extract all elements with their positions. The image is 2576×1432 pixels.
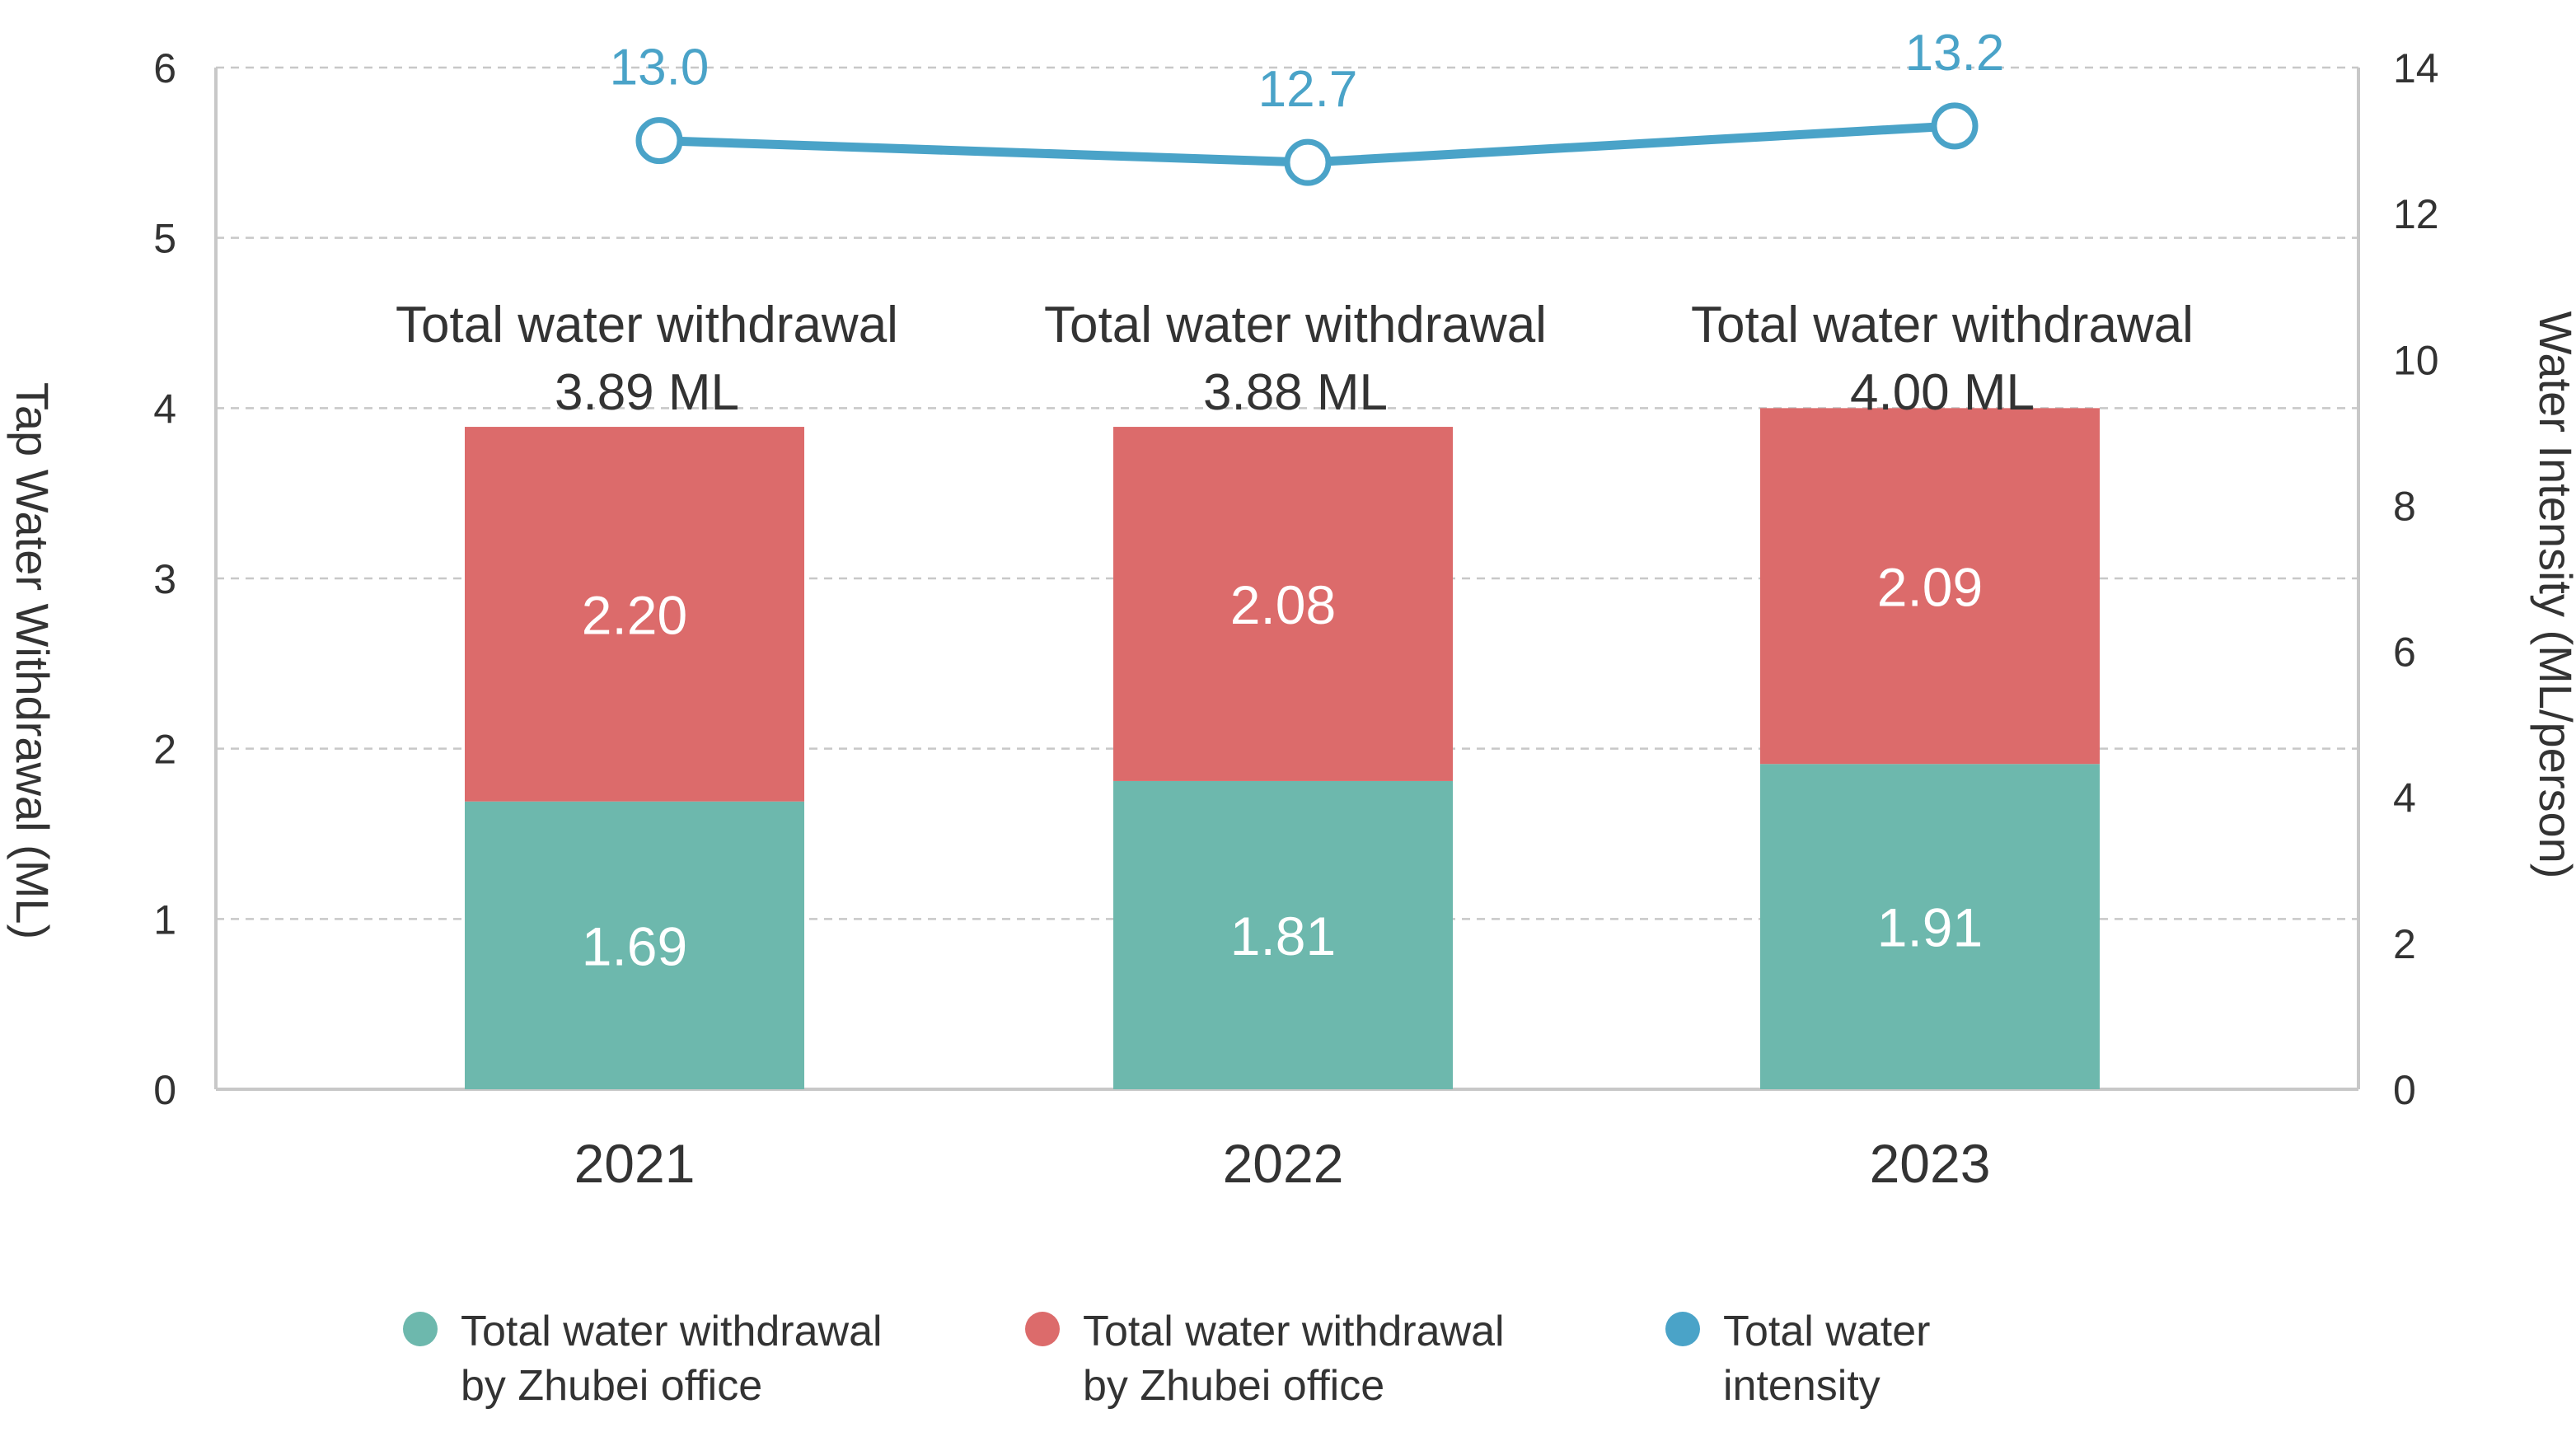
legend-label-line: intensity: [1723, 1362, 1880, 1410]
total-label-line1: Total water withdrawal: [1691, 297, 2194, 353]
total-label-line2: 3.89 ML: [555, 364, 739, 421]
y-tick-label: 6: [153, 45, 176, 91]
legend-marker: [403, 1312, 438, 1346]
bar-value-label: 1.69: [582, 915, 687, 976]
legend-label-line: Total water withdrawal: [461, 1308, 883, 1355]
bar-segment-zhubei-upper: [465, 427, 804, 802]
bar-value-label: 1.91: [1877, 897, 1983, 958]
total-label-line2: 4.00 ML: [1850, 364, 2035, 421]
intensity-value-label: 13.0: [610, 40, 710, 96]
y2-tick-label: 12: [2393, 191, 2439, 237]
y-tick-label: 5: [153, 216, 176, 262]
intensity-point: [1284, 138, 1332, 186]
bar-value-label: 2.09: [1877, 556, 1983, 617]
x-tick-label: 2023: [1870, 1133, 1991, 1194]
legend-label: Total water withdrawal by Zhubei office: [1083, 1308, 1505, 1410]
intensity-value-label: 12.7: [1258, 61, 1358, 118]
y2-tick-label: 4: [2393, 775, 2416, 821]
intensity-point: [1931, 102, 1979, 150]
y2-tick-label: 14: [2393, 45, 2439, 91]
legend: Total water withdrawal by Zhubei officeTo…: [403, 1308, 1930, 1410]
bar-segment-zhubei-lower: [1113, 780, 1453, 1089]
total-label-line1: Total water withdrawal: [1044, 297, 1547, 353]
bar-value-label: 2.20: [582, 584, 687, 645]
bar-segment-zhubei-lower: [1760, 764, 2100, 1089]
bar-segment-zhubei-upper: [1760, 408, 2100, 765]
bars: [465, 408, 2100, 1089]
intensity-point: [635, 117, 683, 165]
y2-tick-label: 6: [2393, 629, 2416, 676]
intensity-line: 13.0 12.7 13.2: [610, 25, 2005, 186]
legend-label-line: by Zhubei office: [1083, 1362, 1384, 1410]
bar-segment-zhubei-upper: [1113, 427, 1453, 781]
y2-tick-label: 2: [2393, 921, 2416, 967]
legend-label: Total water withdrawal by Zhubei office: [461, 1308, 883, 1410]
y-axis-title: Tap Water Withdrawal (ML): [7, 382, 59, 939]
y2-tick-label: 0: [2393, 1067, 2416, 1113]
x-tick-label: 2021: [574, 1133, 696, 1194]
intensity-value-label: 13.2: [1905, 25, 2005, 82]
legend-label-line: by Zhubei office: [461, 1362, 762, 1410]
bar-value-label: 2.08: [1230, 574, 1336, 635]
y-tick-label: 2: [153, 727, 176, 773]
legend-marker: [1665, 1312, 1700, 1346]
y2-axis-title: Water Intensity (ML/person): [2530, 311, 2576, 879]
y-tick-label: 0: [153, 1067, 176, 1113]
total-label-line2: 3.88 ML: [1203, 364, 1388, 421]
legend-label-line: Total water: [1723, 1308, 1930, 1355]
y2-tick-label: 8: [2393, 483, 2416, 529]
legend-label-line: Total water withdrawal: [1083, 1308, 1505, 1355]
bar-segment-zhubei-lower: [465, 801, 804, 1089]
legend-marker: [1025, 1312, 1060, 1346]
x-tick-label: 2022: [1223, 1133, 1344, 1194]
y2-tick-label: 10: [2393, 337, 2439, 383]
labels: 1.69 2.20 Total water withdrawal 3.89 ML 202…: [396, 297, 2194, 1194]
total-label-line1: Total water withdrawal: [396, 297, 898, 353]
y-tick-label: 3: [153, 556, 176, 602]
legend-label: Total water intensity: [1723, 1308, 1930, 1410]
y-tick-label: 1: [153, 896, 176, 943]
y-tick-label: 4: [153, 386, 176, 432]
bar-value-label: 1.81: [1230, 906, 1336, 966]
